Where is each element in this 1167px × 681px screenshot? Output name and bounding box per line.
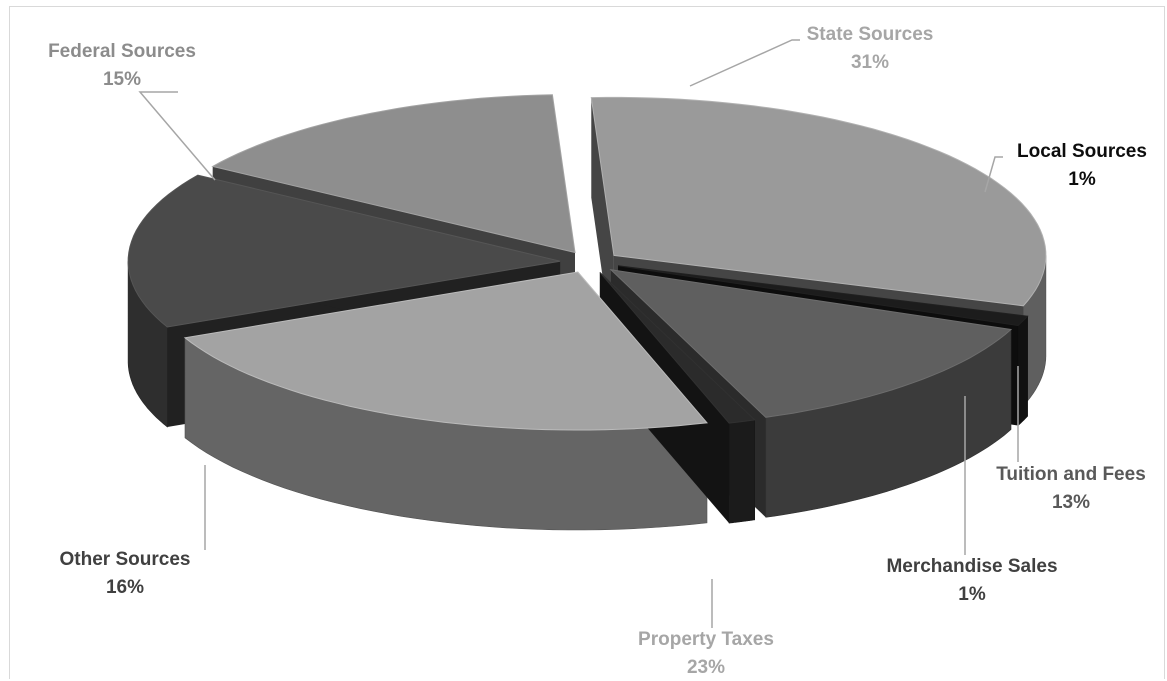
pie-slice-side bbox=[728, 419, 755, 524]
slice-percent-label: 1% bbox=[958, 584, 986, 605]
slice-name-label: Federal Sources bbox=[48, 41, 196, 62]
slice-percent-label: 1% bbox=[1068, 169, 1096, 190]
pie-tops bbox=[127, 94, 1047, 431]
pie-slice-tuition-and-fees bbox=[609, 269, 1013, 418]
leader-line bbox=[689, 39, 800, 87]
slice-percent-label: 15% bbox=[103, 69, 141, 90]
slice-percent-label: 16% bbox=[106, 577, 144, 598]
leader-line bbox=[984, 156, 1003, 193]
slice-name-label: Local Sources bbox=[1017, 141, 1147, 162]
slice-name-label: Property Taxes bbox=[638, 629, 774, 650]
pie-slice-local-sources bbox=[618, 265, 1029, 327]
pie-slice-other-sources bbox=[127, 174, 561, 328]
data-labels: State Sources 31% Local Sources 1% Tuition a… bbox=[48, 24, 1147, 678]
slice-name-label: Other Sources bbox=[60, 549, 191, 570]
pie-slice-federal-sources bbox=[211, 94, 576, 254]
pie-slice-side bbox=[1017, 315, 1028, 427]
slice-percent-label: 13% bbox=[1052, 492, 1090, 513]
pie-slice-merchandise-sales bbox=[599, 272, 756, 424]
leader-line bbox=[138, 91, 216, 181]
chart-area bbox=[9, 6, 1165, 679]
slice-percent-label: 31% bbox=[851, 52, 889, 73]
pie-slice-property-taxes bbox=[183, 271, 708, 431]
slice-name-label: State Sources bbox=[807, 24, 934, 45]
pie-slice-state-sources bbox=[590, 96, 1047, 307]
slice-name-label: Merchandise Sales bbox=[886, 556, 1057, 577]
slice-percent-label: 23% bbox=[687, 657, 725, 678]
slice-name-label: Tuition and Fees bbox=[996, 464, 1146, 485]
